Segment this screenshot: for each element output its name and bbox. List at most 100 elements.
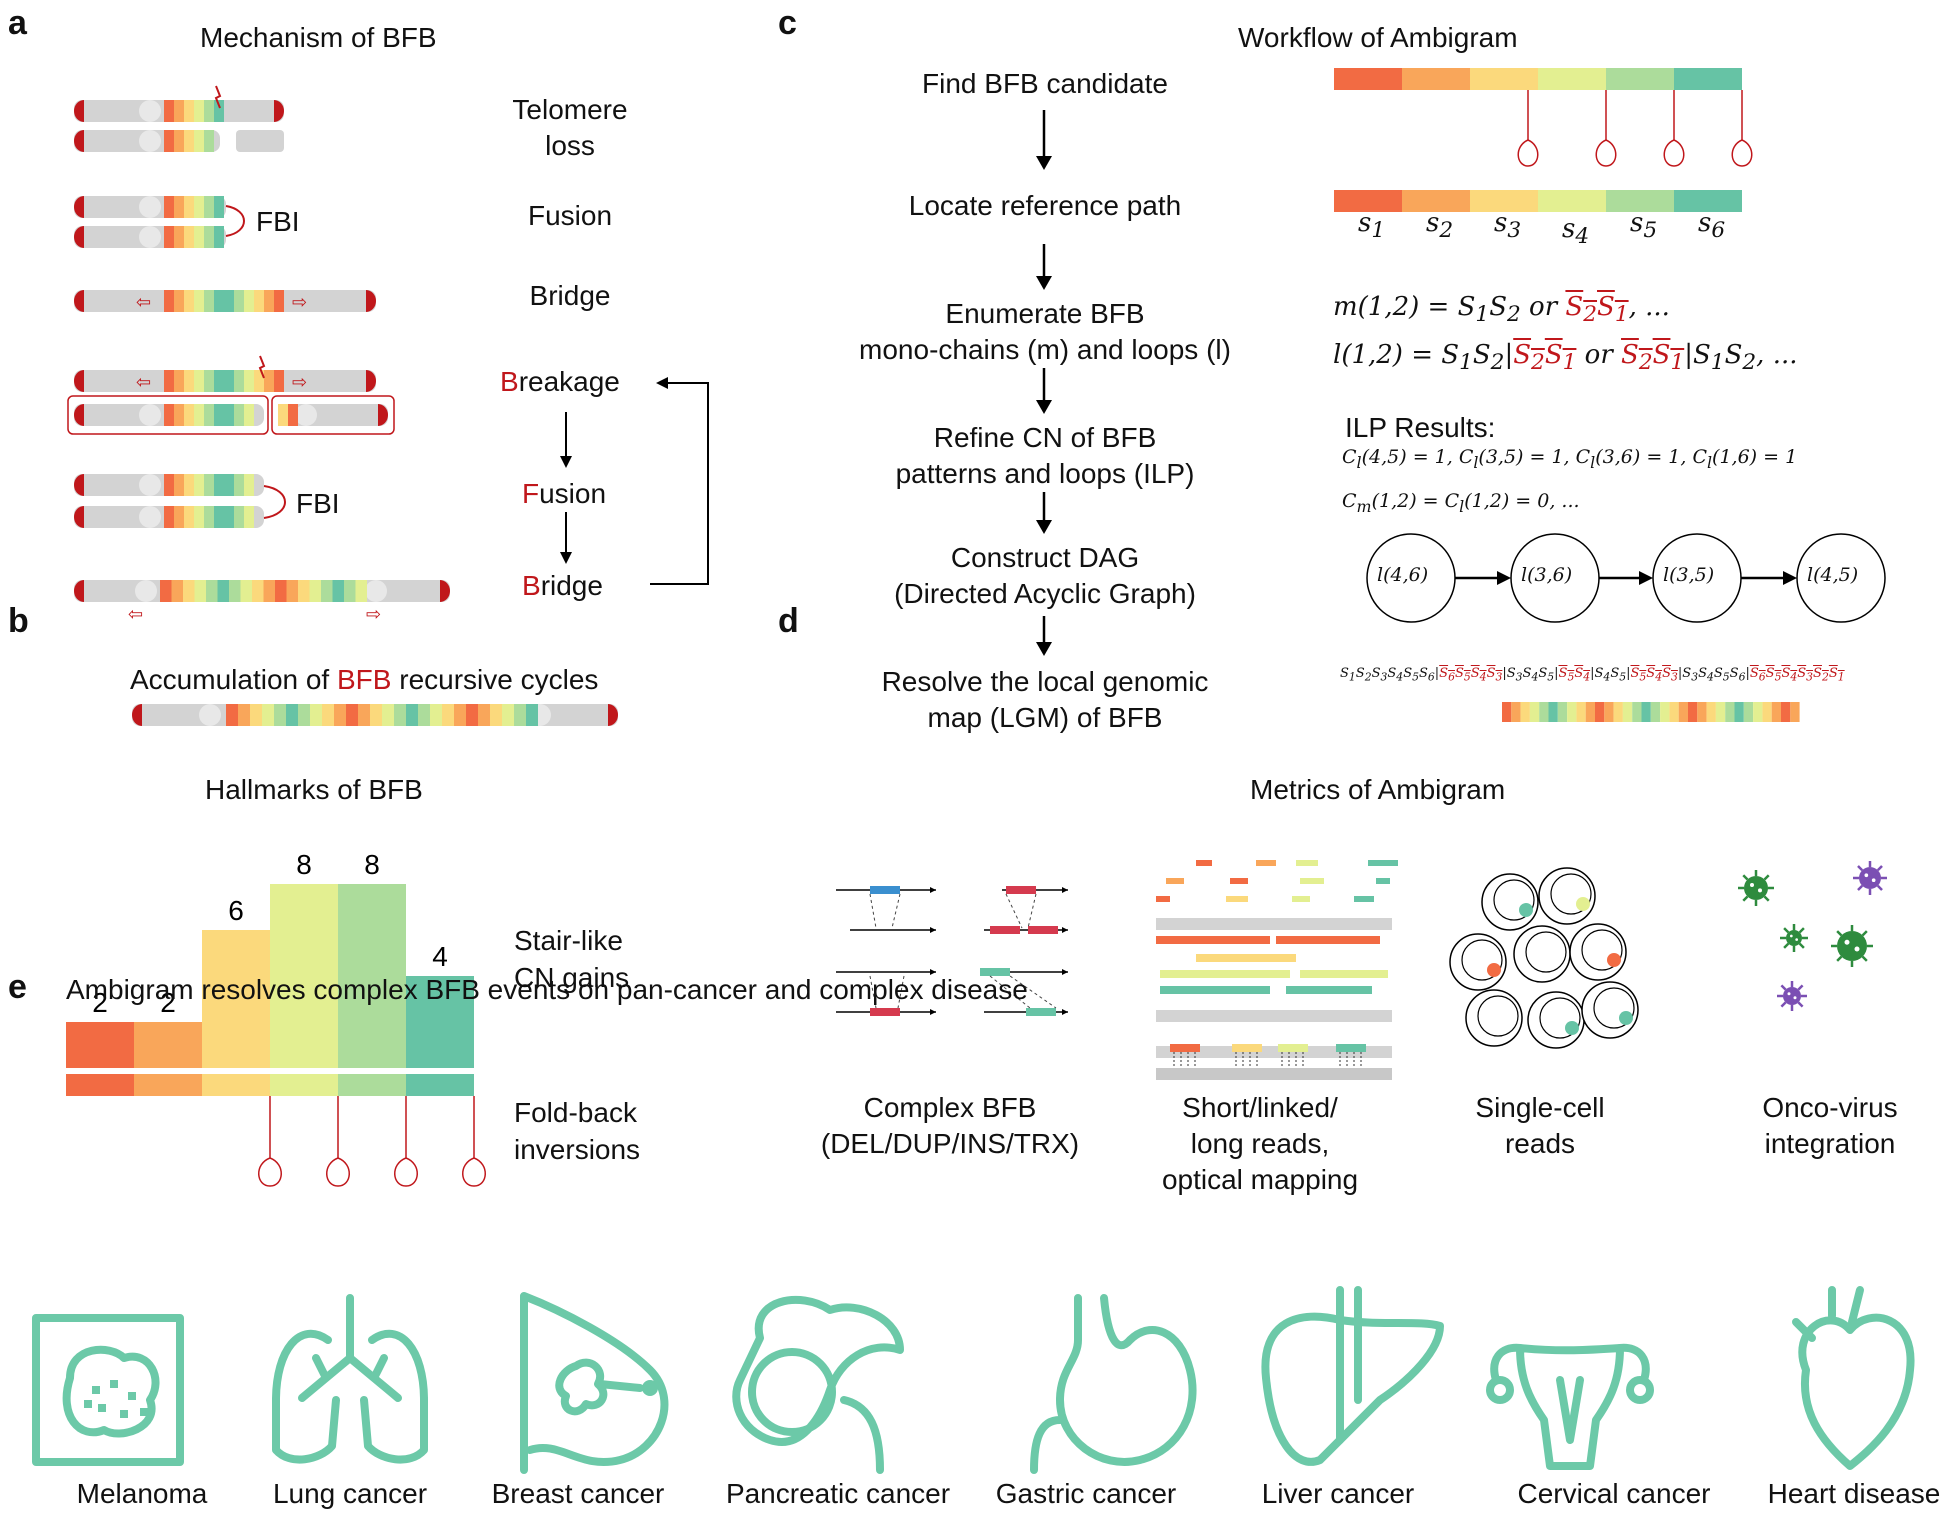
colour-band bbox=[224, 290, 234, 312]
colour-band bbox=[344, 580, 356, 602]
segment-label: s5 bbox=[1630, 208, 1658, 244]
label-stair-like: Stair-like CN gains bbox=[514, 925, 630, 993]
colour-band bbox=[164, 196, 174, 218]
nucleus bbox=[1581, 929, 1623, 971]
foldback-loop bbox=[326, 1157, 350, 1187]
colour-band bbox=[224, 506, 234, 528]
virus-spike bbox=[1798, 942, 1805, 949]
telomere-cap bbox=[74, 100, 84, 122]
panel-label-e: e bbox=[8, 968, 27, 1006]
colour-band bbox=[332, 580, 344, 602]
segment-label: s4 bbox=[1562, 214, 1590, 250]
short-read bbox=[1376, 878, 1390, 884]
colour-band bbox=[174, 130, 184, 152]
virus-body bbox=[1786, 930, 1802, 946]
telomere-cap bbox=[274, 100, 284, 122]
colour-band bbox=[204, 370, 214, 392]
optical-map-segment bbox=[1336, 1044, 1366, 1052]
virus-spike bbox=[1857, 865, 1864, 872]
colour-band bbox=[214, 474, 224, 496]
long-read bbox=[1276, 936, 1380, 944]
virus-spike bbox=[1763, 874, 1770, 881]
long-read bbox=[1196, 954, 1296, 962]
foldback-loop bbox=[462, 1157, 486, 1187]
pancreas-icon bbox=[732, 1295, 904, 1446]
colour-band bbox=[194, 404, 204, 426]
colour-band bbox=[229, 580, 241, 602]
lgm-sequence: S1S2S3S4S5S6|S6S5S4S3|S3S4S5|S5S4|S4S5|S… bbox=[1340, 666, 1845, 684]
virus-dot bbox=[1758, 888, 1762, 893]
colour-band bbox=[164, 474, 174, 496]
colour-band bbox=[286, 704, 298, 726]
disease-label: Melanoma bbox=[76, 1478, 208, 1509]
lgm-band bbox=[1632, 702, 1642, 722]
short-read bbox=[1156, 896, 1170, 902]
bar-base-strip bbox=[338, 1074, 406, 1096]
melanoma-spot bbox=[92, 1386, 100, 1394]
nucleus bbox=[1461, 939, 1503, 981]
colour-band bbox=[263, 580, 275, 602]
colour-band bbox=[234, 474, 244, 496]
colour-band bbox=[214, 290, 224, 312]
arrow-left: ⇦ bbox=[128, 604, 143, 624]
lgm-band bbox=[1613, 702, 1623, 722]
reference-bar bbox=[1156, 918, 1392, 930]
lgm-band bbox=[1753, 702, 1763, 722]
virus-spike bbox=[1798, 927, 1805, 934]
segment-bar-top bbox=[1334, 68, 1402, 90]
virus-spike bbox=[1783, 942, 1790, 949]
read-segment bbox=[1026, 1008, 1056, 1016]
data-label: 8 bbox=[364, 849, 380, 880]
panel-label-d: d bbox=[778, 602, 799, 640]
colour-band bbox=[224, 474, 234, 496]
colour-band bbox=[194, 290, 204, 312]
chromosome bbox=[74, 506, 264, 528]
fbi-label-1: FBI bbox=[256, 206, 300, 237]
lgm-band bbox=[1641, 702, 1651, 722]
workflow-step: Enumerate BFB mono-chains (m) and loops (… bbox=[859, 298, 1231, 365]
read-segment bbox=[1028, 926, 1058, 934]
virus-spike bbox=[1876, 865, 1883, 872]
ovary-icon bbox=[1626, 1376, 1654, 1404]
bar bbox=[202, 930, 270, 1068]
disease-label: Heart disease bbox=[1767, 1478, 1941, 1509]
arrowhead bbox=[1036, 400, 1052, 414]
colour-band bbox=[234, 404, 244, 426]
colour-band bbox=[184, 196, 194, 218]
dag-node-label: l(3,6) bbox=[1521, 564, 1573, 586]
arrowhead bbox=[930, 969, 936, 975]
cell-read-dot bbox=[1565, 1021, 1579, 1035]
lgm-band bbox=[1669, 702, 1679, 722]
bfb-mechanism-diagram: ⇦ ⇨ ⇦ ⇨ ⇦ ⇨ bbox=[67, 85, 709, 726]
colour-band bbox=[164, 226, 174, 248]
chromosome bbox=[132, 704, 618, 726]
colour-band bbox=[278, 404, 288, 426]
lgm-band bbox=[1734, 702, 1744, 722]
short-read bbox=[1230, 878, 1248, 884]
centromere bbox=[139, 404, 161, 426]
cycle-breakage: Breakage bbox=[500, 366, 620, 397]
virus-spike bbox=[1783, 927, 1790, 934]
telomere-cap bbox=[366, 370, 376, 392]
colour-band bbox=[430, 704, 442, 726]
lgm-band bbox=[1529, 702, 1540, 722]
lgm-band bbox=[1595, 702, 1605, 722]
arrowhead bbox=[1036, 276, 1052, 290]
colour-band bbox=[370, 704, 382, 726]
panel-d-title: Metrics of Ambigram bbox=[1250, 774, 1506, 805]
bar bbox=[270, 884, 338, 1068]
centromere bbox=[135, 580, 157, 602]
virus-dot bbox=[1790, 934, 1793, 938]
break-mark bbox=[258, 355, 266, 379]
colour-band bbox=[184, 506, 194, 528]
short-read bbox=[1256, 860, 1276, 866]
bar-base-strip bbox=[66, 1074, 134, 1096]
arrowhead bbox=[930, 927, 936, 933]
melanoma-spot bbox=[120, 1410, 128, 1418]
centromere bbox=[365, 580, 387, 602]
step-fusion: Fusion bbox=[527, 200, 613, 231]
arrow-right: ⇨ bbox=[292, 292, 307, 312]
heart-icon bbox=[1798, 1313, 1915, 1470]
read-segment bbox=[870, 1008, 900, 1016]
colour-band bbox=[204, 100, 214, 122]
